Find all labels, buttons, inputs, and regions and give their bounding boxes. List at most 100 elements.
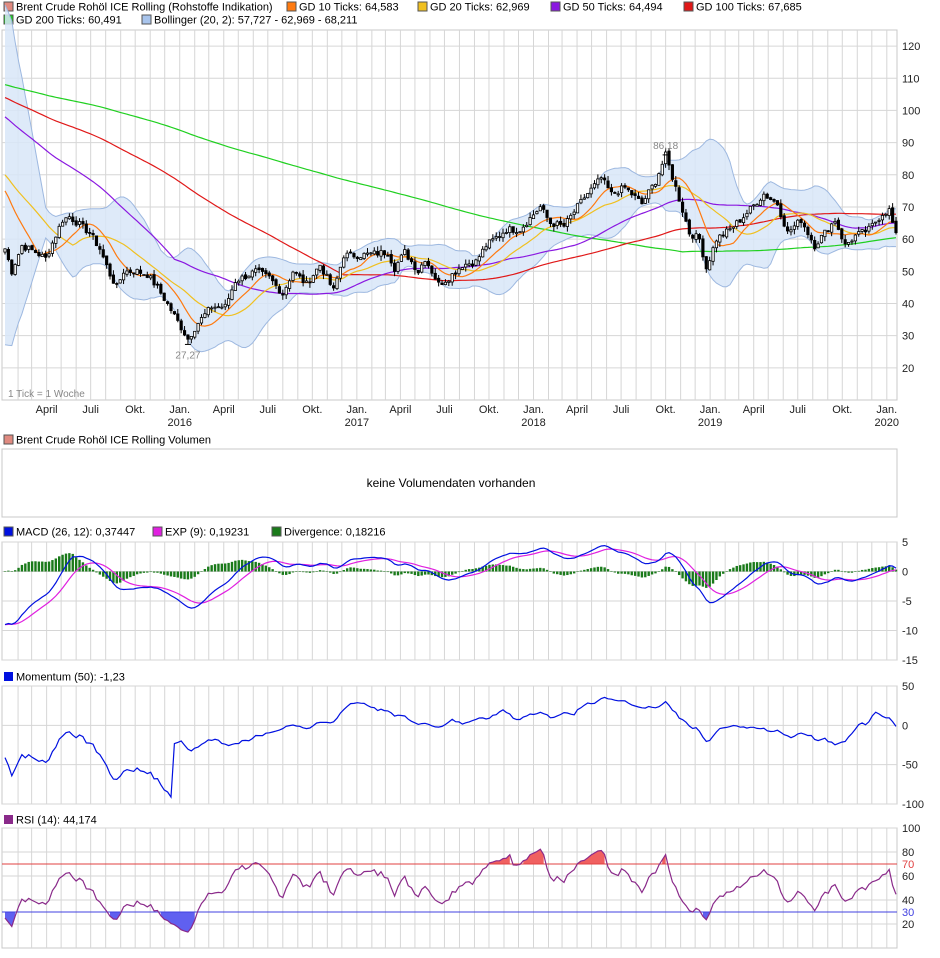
divergence-bar [41,561,44,572]
candle-body [582,197,586,200]
candle-body [216,306,221,309]
divergence-bar [81,562,85,572]
divergence-bar [589,568,593,572]
rsi-overbought-fill [577,850,605,864]
candle-body [450,273,454,283]
divergence-bar [647,571,650,576]
candle-body [206,307,210,316]
candle-body [718,234,722,243]
divergence-bar [257,562,261,572]
candle-body [887,208,891,216]
divergence-bar [572,571,576,574]
divergence-bar [691,571,694,586]
divergence-bar [627,571,630,575]
legend-swatch-gd10 [286,1,297,12]
candle-body [61,221,65,227]
candle-body [579,198,583,204]
y-tick-label: 90 [902,138,914,150]
candle-body [382,250,387,256]
divergence-bar [61,554,64,572]
divergence-bar [213,564,217,572]
candle-body [725,228,729,238]
candle-body [694,233,698,240]
divergence-bar [88,567,91,572]
divergence-bar [518,568,522,572]
divergence-bar [30,561,34,572]
candle-body [84,223,88,234]
candle-body [389,254,393,264]
momentum-panel: Momentum (50): -1,23 50 0 -50 -100 [1,672,924,811]
divergence-bar [738,565,742,572]
candle-body [440,282,444,286]
candle-body [155,283,160,286]
candle-body [67,216,71,220]
divergence-bar [474,568,478,572]
candle-body [125,270,129,275]
y-tick-label: 5 [902,537,908,549]
candle-body [697,234,702,240]
legend-label-gd100: GD 100 Ticks: 67,685 [696,2,802,14]
y-tick-label: 0 [902,720,908,732]
candle-body [196,323,200,332]
y-tick-label: 60 [902,871,914,883]
candle-body [874,221,878,224]
candle-body [240,275,244,282]
candle-body [301,274,305,284]
candle-body [10,259,14,275]
candle-body [775,200,780,206]
candle-body [782,215,786,227]
candle-body [308,281,312,284]
divergence-bar [667,566,671,572]
divergence-bar [400,571,403,575]
divergence-bar [332,571,335,574]
divergence-bar [417,571,420,577]
candle-body [315,268,319,276]
y-tick-label: -5 [902,596,912,608]
candle-body [467,263,471,266]
divergence-bar [484,565,488,572]
gd100-line [4,97,897,282]
divergence-bar [85,565,88,572]
candle-body [159,283,163,294]
legend-swatch-exp [152,526,163,537]
candle-body [118,279,122,284]
divergence-bar [535,568,539,572]
divergence-bar [833,569,837,572]
divergence-bar [810,571,813,577]
candle-body [884,213,888,216]
divergence-bar [176,571,179,578]
divergence-bar [220,563,224,572]
candle-body [569,214,573,220]
divergence-bar [386,571,390,573]
candle-body [650,184,654,190]
divergence-bar [620,571,623,574]
divergence-bar [532,568,535,572]
divergence-bar [562,571,566,576]
divergence-bar [268,567,271,572]
candle-body [894,220,898,234]
candle-body [16,254,21,266]
divergence-bar [596,566,600,572]
candle-body [575,203,580,214]
divergence-bar [227,562,230,572]
divergence-bar [362,568,366,572]
divergence-bar [525,569,528,572]
price-panel: 20 30 40 50 60 70 80 90 100 110 120 1 Tick = 1 Woc… [1,4,920,401]
divergence-bar [413,571,417,576]
divergence-bar [850,571,854,573]
divergence-bar [325,571,329,572]
candle-body [91,232,95,236]
divergence-bar [315,571,318,572]
divergence-bar [654,571,657,574]
divergence-bar [677,571,681,576]
candle-body [169,303,173,312]
candle-body [846,242,851,245]
y-tick-label: 20 [902,363,914,375]
divergence-bar [142,571,146,573]
candle-body [518,231,522,234]
candle-body [738,219,742,223]
divergence-bar [179,571,183,579]
candle-body [731,226,735,229]
divergence-bar [749,562,752,572]
candle-body [586,193,590,199]
